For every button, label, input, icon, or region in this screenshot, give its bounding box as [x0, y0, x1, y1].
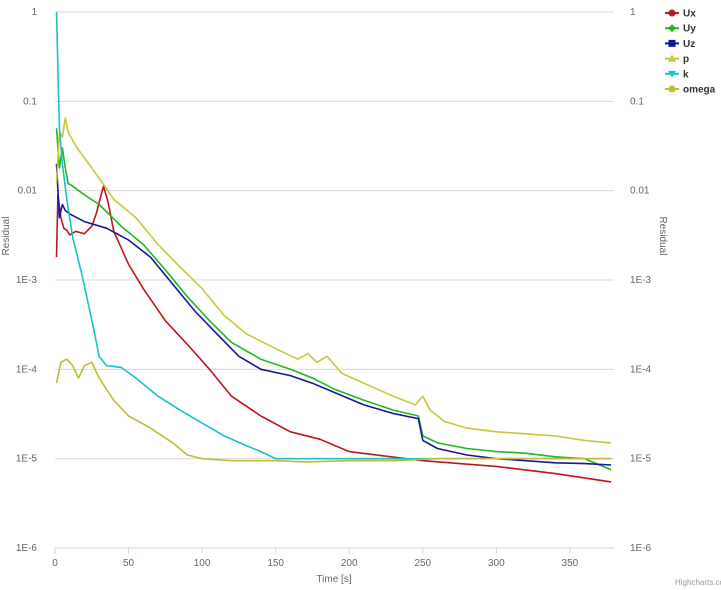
y-tick-label-left: 1E-6: [16, 543, 38, 554]
legend-symbol-Uz: [668, 39, 676, 47]
x-tick-label: 50: [123, 558, 135, 569]
y-tick-label-left: 1E-4: [16, 364, 38, 375]
x-tick-label: 200: [341, 558, 358, 569]
legend-symbol-p: [668, 54, 676, 62]
credits-link[interactable]: Highcharts.com: [675, 578, 721, 587]
y-tick-label-left: 0.01: [18, 186, 38, 197]
legend-item-k[interactable]: k: [665, 69, 689, 80]
legend-symbol-Uy: [668, 24, 676, 33]
legend: Ux Uy Uz pk omega: [665, 9, 716, 96]
legend-label-Uz: Uz: [683, 39, 695, 50]
legend-label-p: p: [683, 54, 689, 65]
y-axis-title-left: Residual: [1, 217, 12, 256]
legend-symbol-omega: [668, 85, 676, 93]
y-tick-label-right: 0.01: [630, 186, 650, 197]
series-line-p: [55, 117, 612, 444]
legend-label-Ux: Ux: [683, 9, 696, 20]
grid-lines: 1 1 0.1 0.1 0.01 0.01 1E-3 1E-3 1E-4 1E-4 1E-5 1E-5…: [16, 7, 652, 569]
legend-item-Uy[interactable]: Uy: [665, 24, 696, 35]
series-lines: [55, 11, 612, 483]
legend-item-omega[interactable]: omega: [665, 85, 716, 96]
y-tick-label-left: 1: [31, 7, 37, 18]
legend-symbol-k: [668, 70, 676, 78]
y-tick-label-right: 1E-5: [630, 454, 652, 465]
legend-item-Uz[interactable]: Uz: [665, 39, 695, 50]
x-tick-label: 0: [52, 558, 58, 569]
y-tick-label-right: 1E-4: [630, 364, 652, 375]
x-axis-title: Time [s]: [316, 574, 351, 585]
legend-label-k: k: [683, 69, 689, 80]
y-axis-title-right: Residual: [657, 217, 668, 256]
y-tick-label-right: 1E-6: [630, 543, 652, 554]
legend-item-Ux[interactable]: Ux: [665, 9, 696, 20]
legend-symbol-Ux: [668, 9, 676, 17]
series-line-Ux: [55, 185, 612, 483]
y-tick-label-right: 0.1: [630, 96, 644, 107]
y-tick-label-right: 1: [630, 7, 636, 18]
series-line-Uz: [55, 163, 612, 466]
x-tick-label: 100: [194, 558, 211, 569]
x-tick-label: 250: [414, 558, 431, 569]
x-tick-label: 300: [488, 558, 505, 569]
series-line-omega: [55, 358, 612, 463]
y-tick-label-left: 0.1: [23, 96, 37, 107]
legend-label-omega: omega: [683, 85, 716, 96]
y-tick-label-right: 1E-3: [630, 275, 652, 286]
series-line-k: [55, 11, 612, 460]
y-tick-label-left: 1E-3: [16, 275, 38, 286]
legend-label-Uy: Uy: [683, 24, 696, 35]
x-tick-label: 350: [562, 558, 579, 569]
series-line-Uy: [55, 128, 612, 471]
legend-item-p[interactable]: p: [665, 54, 689, 65]
y-tick-label-left: 1E-5: [16, 454, 38, 465]
axes: Time [s] Residual Residual: [1, 217, 668, 585]
x-tick-label: 150: [267, 558, 284, 569]
